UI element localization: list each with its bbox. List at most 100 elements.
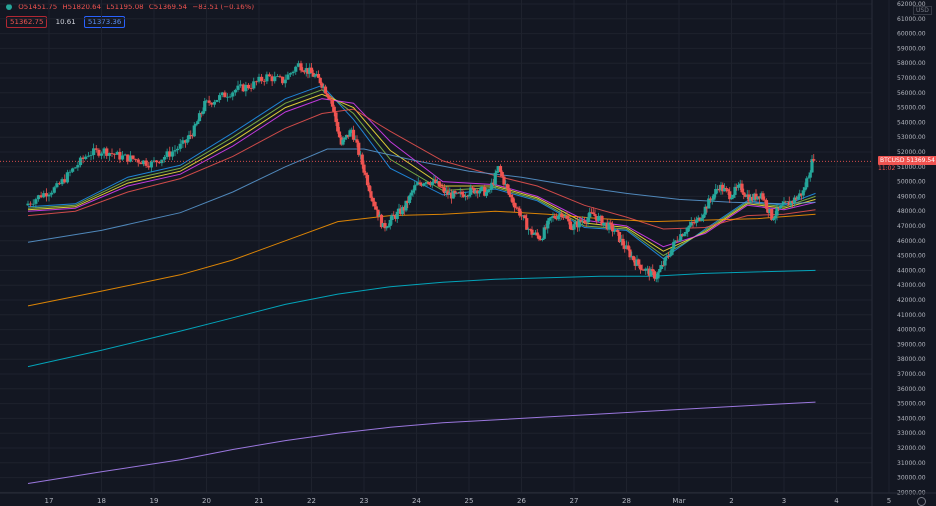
- close-value: C51369.54: [148, 3, 188, 11]
- candle-body: [390, 214, 394, 221]
- y-tick-label: 33000.00: [897, 430, 926, 437]
- candle-body: [451, 191, 455, 199]
- candle-body: [139, 162, 143, 165]
- candle-body: [812, 159, 816, 161]
- candle-body: [789, 201, 793, 206]
- candle-body: [181, 140, 185, 144]
- candle-body: [249, 88, 253, 89]
- candle-body: [29, 203, 33, 205]
- candle-body: [386, 225, 391, 228]
- candle-body: [589, 212, 594, 214]
- candle-body: [306, 68, 310, 74]
- candle-body: [462, 194, 466, 198]
- gear-icon[interactable]: [917, 497, 926, 506]
- candle-body: [607, 222, 611, 230]
- candle-body: [86, 155, 90, 157]
- x-tick-label: 20: [202, 497, 211, 505]
- candle-body: [605, 222, 609, 230]
- candle-body: [729, 197, 734, 200]
- candle-body: [189, 134, 193, 136]
- candle-body: [638, 264, 643, 270]
- candle-body: [194, 124, 198, 126]
- candle-body: [388, 220, 392, 226]
- candle-body: [722, 188, 727, 192]
- candle-body: [254, 81, 258, 83]
- candle-body: [736, 184, 741, 188]
- candle-body: [304, 68, 308, 73]
- moving-average-line: [27, 108, 816, 230]
- ask-box[interactable]: 51373.36: [83, 16, 126, 28]
- candle-body: [787, 201, 791, 206]
- candle-body: [327, 95, 331, 100]
- candle-body: [547, 218, 552, 221]
- candle-body: [455, 192, 459, 194]
- x-tick-label: Mar: [672, 497, 685, 505]
- currency-label[interactable]: USD: [913, 6, 932, 15]
- candle-body: [442, 187, 447, 194]
- status-dot: [6, 4, 12, 10]
- candle-body: [141, 160, 146, 165]
- y-tick-label: 55000.00: [897, 105, 926, 112]
- bid-box[interactable]: 51362.75: [6, 16, 48, 28]
- x-tick-label: 4: [834, 497, 839, 505]
- candle-body: [315, 74, 319, 76]
- y-tick-label: 59000.00: [897, 45, 926, 52]
- candle-body: [652, 271, 657, 279]
- candle-body: [343, 137, 347, 140]
- y-tick-label: 56000.00: [897, 90, 926, 97]
- candle-body: [407, 195, 412, 203]
- candle-body: [427, 182, 431, 184]
- candle-body: [367, 185, 371, 192]
- candle-body: [469, 187, 473, 195]
- candle-body: [65, 172, 69, 183]
- candle-body: [168, 151, 172, 157]
- candle-body: [509, 194, 513, 198]
- candle-body: [561, 217, 566, 218]
- candle-body: [105, 148, 109, 156]
- candle-body: [325, 93, 329, 96]
- moving-average-line: [27, 269, 816, 368]
- candle-body: [218, 95, 222, 100]
- last-price-tag: BTCUSD 51369.54: [878, 156, 936, 165]
- candle-body: [392, 214, 396, 216]
- candle-body: [682, 233, 686, 237]
- candle-body: [556, 215, 560, 220]
- candle-body: [719, 184, 723, 191]
- candle-body: [409, 192, 413, 196]
- candle-body: [810, 159, 814, 173]
- candle-body: [537, 235, 541, 240]
- candle-body: [364, 172, 368, 175]
- candle-body: [465, 195, 469, 197]
- candle-body: [42, 193, 46, 198]
- candle-body: [26, 203, 30, 206]
- candle-body: [144, 160, 148, 166]
- candle-body: [532, 234, 536, 235]
- candle-body: [257, 76, 261, 82]
- candle-body: [196, 121, 200, 125]
- candle-body: [215, 99, 219, 102]
- y-tick-label: 44000.00: [897, 267, 926, 274]
- candle-body: [495, 170, 499, 173]
- candle-body: [381, 223, 385, 228]
- candle-body: [689, 222, 693, 226]
- candle-body: [157, 162, 161, 164]
- candle-body: [507, 188, 511, 195]
- candle-body: [640, 269, 644, 271]
- candle-body: [721, 184, 725, 192]
- candle-body: [626, 245, 630, 250]
- candle-body: [565, 216, 569, 219]
- candle-body: [421, 183, 426, 186]
- candle-body: [738, 183, 742, 185]
- candle-body: [668, 254, 672, 257]
- candle-body: [670, 248, 674, 255]
- candle-body: [759, 193, 763, 199]
- candle-body: [458, 191, 462, 193]
- candle-body: [551, 216, 555, 218]
- candle-body: [567, 218, 571, 222]
- candle-body: [281, 76, 285, 84]
- candle-body: [661, 265, 665, 266]
- x-tick-label: 17: [45, 497, 54, 505]
- candle-body: [423, 183, 427, 184]
- x-tick-label: 23: [360, 497, 369, 505]
